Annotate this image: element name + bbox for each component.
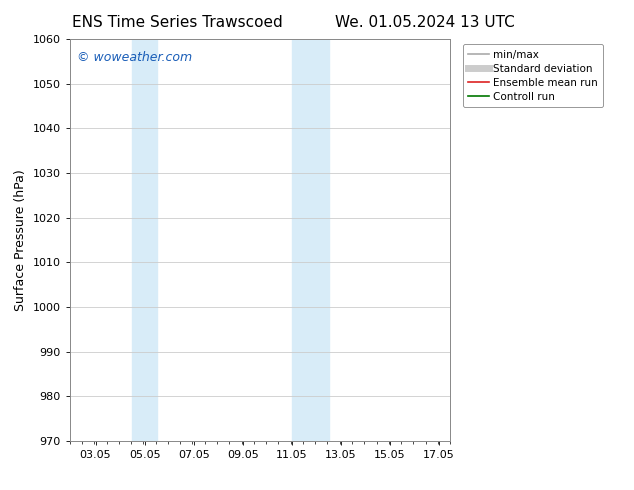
Text: We. 01.05.2024 13 UTC: We. 01.05.2024 13 UTC bbox=[335, 15, 515, 30]
Y-axis label: Surface Pressure (hPa): Surface Pressure (hPa) bbox=[14, 169, 27, 311]
Bar bbox=[292, 39, 328, 441]
Legend: min/max, Standard deviation, Ensemble mean run, Controll run: min/max, Standard deviation, Ensemble me… bbox=[463, 45, 603, 107]
Text: © woweather.com: © woweather.com bbox=[77, 51, 193, 64]
Bar bbox=[133, 39, 157, 441]
Text: ENS Time Series Trawscoed: ENS Time Series Trawscoed bbox=[72, 15, 283, 30]
